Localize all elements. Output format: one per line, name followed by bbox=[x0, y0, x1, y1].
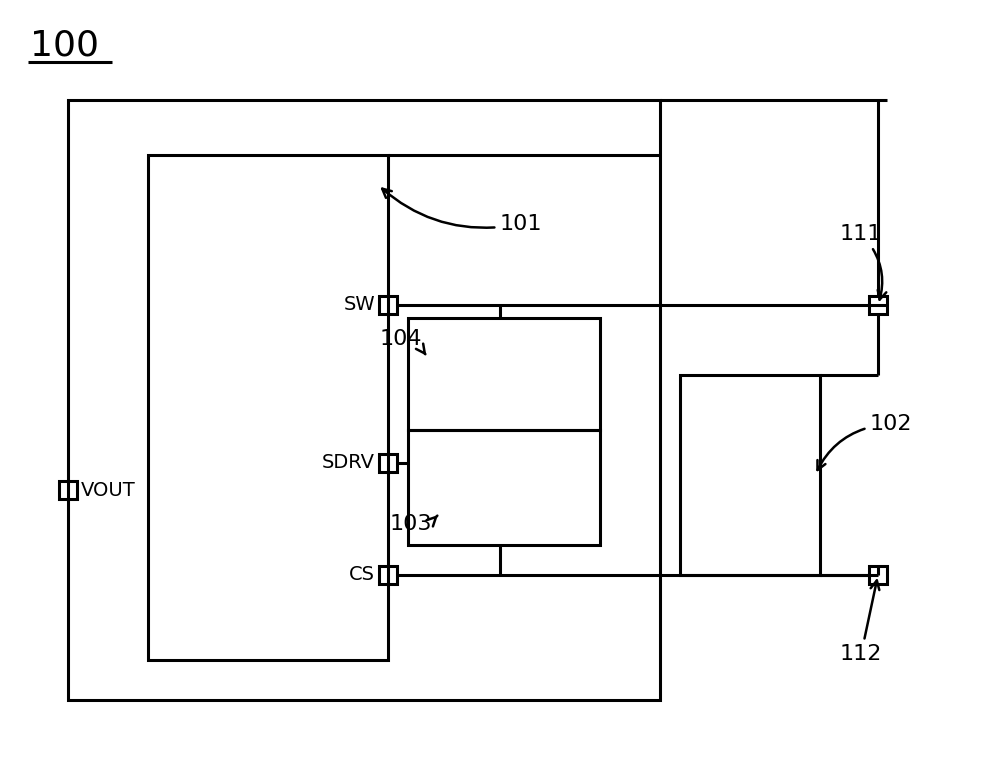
Bar bbox=[408, 430, 600, 545]
Bar bbox=[59, 481, 77, 499]
Bar bbox=[148, 155, 388, 660]
Text: 102: 102 bbox=[817, 414, 912, 470]
Text: CS: CS bbox=[349, 565, 375, 584]
Text: SW: SW bbox=[343, 295, 375, 314]
Bar bbox=[379, 454, 397, 472]
Text: 104: 104 bbox=[380, 329, 425, 354]
Bar bbox=[680, 375, 820, 575]
Text: 111: 111 bbox=[840, 224, 886, 300]
Text: 112: 112 bbox=[840, 581, 882, 664]
Text: VOUT: VOUT bbox=[81, 480, 136, 499]
Text: 100: 100 bbox=[30, 28, 99, 62]
Bar bbox=[408, 318, 600, 430]
Bar bbox=[379, 566, 397, 584]
Bar bbox=[869, 296, 887, 314]
Bar bbox=[68, 100, 660, 700]
Text: SDRV: SDRV bbox=[322, 454, 375, 473]
Text: 101: 101 bbox=[382, 189, 542, 234]
Bar bbox=[379, 296, 397, 314]
Bar bbox=[869, 566, 887, 584]
Text: 103: 103 bbox=[390, 514, 437, 534]
